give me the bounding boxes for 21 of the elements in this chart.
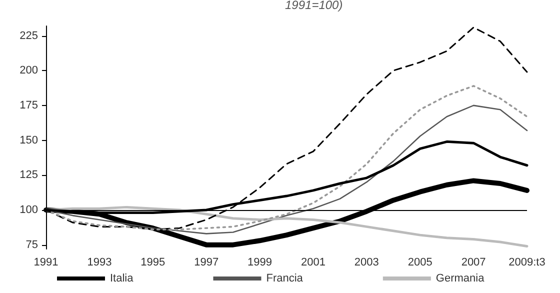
chart-title: 1991=100) bbox=[285, 0, 343, 12]
y-tick-label: 175 bbox=[20, 99, 38, 112]
legend-label: Italia bbox=[110, 272, 134, 284]
y-tick-label: 75 bbox=[26, 238, 38, 251]
x-tick-label: 1993 bbox=[87, 256, 112, 268]
x-tick-label: 1999 bbox=[248, 256, 272, 268]
x-tick-label: 2001 bbox=[300, 256, 326, 268]
x-tick-label: 1991 bbox=[34, 256, 58, 268]
y-tick-label: 100 bbox=[20, 204, 38, 216]
x-tick-label: 2005 bbox=[408, 256, 432, 268]
legend-label: Francia bbox=[266, 272, 304, 284]
y-tick-label: 150 bbox=[20, 134, 38, 146]
legend-label: Germania bbox=[436, 272, 486, 284]
x-tick-label: 2003 bbox=[354, 256, 379, 268]
x-tick-label: 2009:t3 bbox=[508, 256, 546, 268]
x-tick-label: 1995 bbox=[140, 256, 166, 268]
y-tick-label: 200 bbox=[20, 64, 38, 77]
y-tick-label: 125 bbox=[20, 169, 38, 182]
x-tick-label: 2007 bbox=[461, 256, 486, 268]
y-tick-label: 225 bbox=[20, 30, 38, 42]
x-tick-label: 1997 bbox=[194, 256, 219, 268]
